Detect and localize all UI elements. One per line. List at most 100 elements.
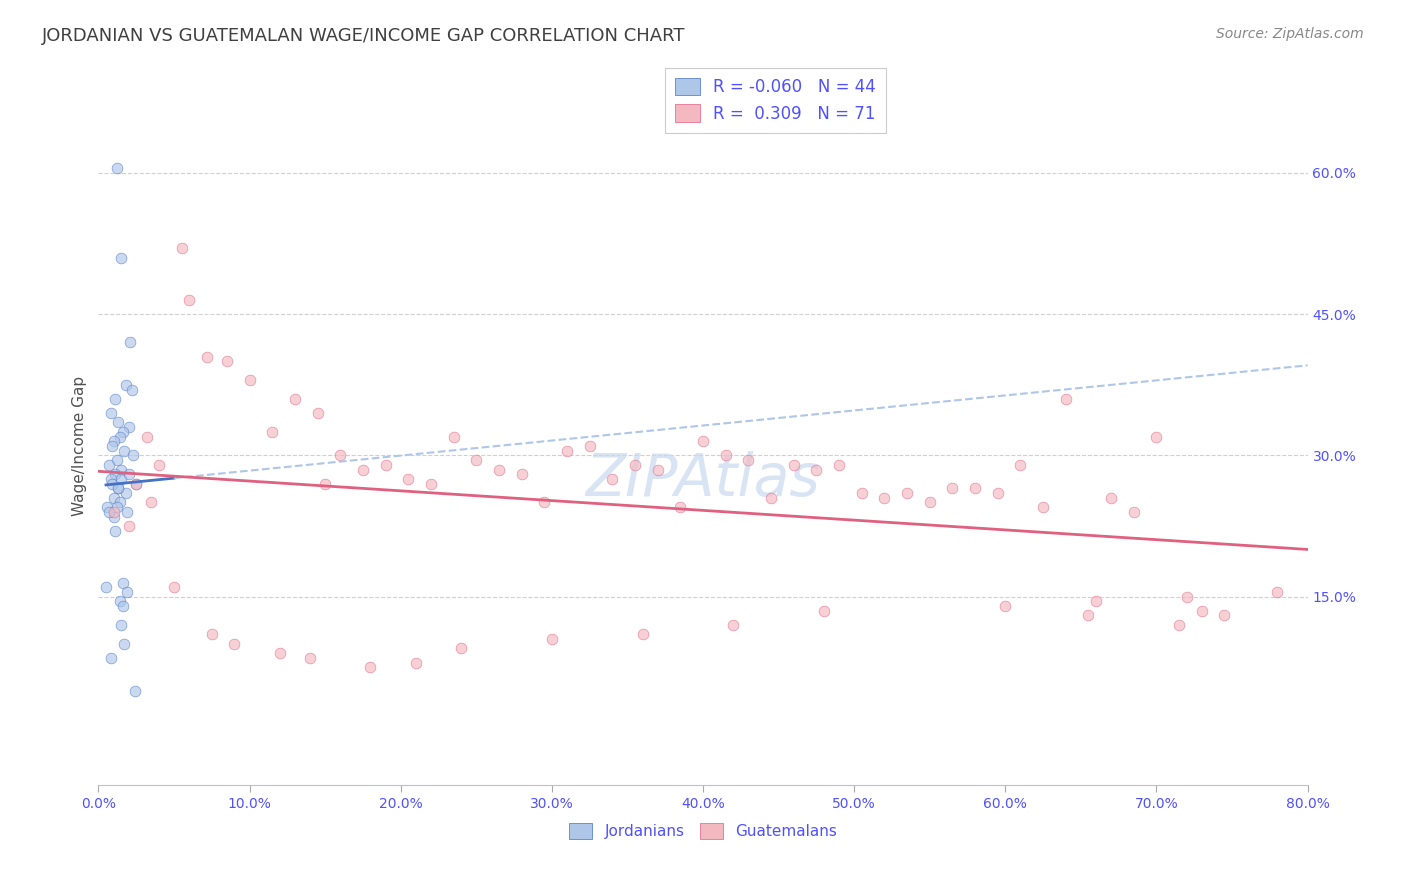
Point xyxy=(284,392,307,406)
Point xyxy=(195,350,218,364)
Point xyxy=(602,472,624,486)
Point xyxy=(783,458,806,472)
Point xyxy=(262,425,284,439)
Point xyxy=(100,472,122,486)
Point xyxy=(224,637,246,651)
Point xyxy=(114,486,136,500)
Point xyxy=(98,505,121,519)
Point xyxy=(723,618,745,632)
Point xyxy=(94,580,117,594)
Point xyxy=(813,604,835,618)
Point xyxy=(148,458,170,472)
Point xyxy=(96,500,118,515)
Point xyxy=(737,453,759,467)
Point xyxy=(110,618,132,632)
Point xyxy=(135,429,157,443)
Point xyxy=(352,462,374,476)
Point xyxy=(555,443,578,458)
Point xyxy=(647,462,669,476)
Point xyxy=(1191,604,1213,618)
Point xyxy=(669,500,692,515)
Point xyxy=(107,482,129,496)
Point xyxy=(125,476,148,491)
Point xyxy=(104,392,127,406)
Point xyxy=(120,335,142,350)
Text: JORDANIAN VS GUATEMALAN WAGE/INCOME GAP CORRELATION CHART: JORDANIAN VS GUATEMALAN WAGE/INCOME GAP … xyxy=(42,27,686,45)
Point xyxy=(100,651,122,665)
Point xyxy=(1146,429,1168,443)
Point xyxy=(112,443,135,458)
Point xyxy=(98,458,121,472)
Point xyxy=(1054,392,1077,406)
Point xyxy=(115,505,138,519)
Point xyxy=(1010,458,1032,472)
Point xyxy=(420,476,443,491)
Point xyxy=(103,505,125,519)
Point xyxy=(105,161,128,176)
Point xyxy=(987,486,1010,500)
Point xyxy=(107,482,129,496)
Point xyxy=(110,462,132,476)
Point xyxy=(239,373,262,387)
Text: Source: ZipAtlas.com: Source: ZipAtlas.com xyxy=(1216,27,1364,41)
Point xyxy=(121,383,143,397)
Point xyxy=(107,416,129,430)
Point xyxy=(578,439,600,453)
Point xyxy=(112,637,135,651)
Point xyxy=(269,646,291,660)
Point xyxy=(994,599,1017,613)
Point xyxy=(533,495,555,509)
Point xyxy=(115,585,138,599)
Point xyxy=(1175,590,1198,604)
Point xyxy=(806,462,828,476)
Point xyxy=(170,241,193,255)
Point xyxy=(111,575,134,590)
Point xyxy=(540,632,562,646)
Point xyxy=(111,599,134,613)
Point xyxy=(1168,618,1191,632)
Point xyxy=(510,467,533,482)
Point xyxy=(314,476,336,491)
Y-axis label: Wage/Income Gap: Wage/Income Gap xyxy=(72,376,87,516)
Point xyxy=(103,434,125,449)
Point xyxy=(329,449,352,463)
Point xyxy=(103,491,125,505)
Point xyxy=(759,491,782,505)
Point xyxy=(104,524,127,538)
Point xyxy=(104,467,127,482)
Legend: Jordanians, Guatemalans: Jordanians, Guatemalans xyxy=(564,817,842,845)
Point xyxy=(1085,594,1108,608)
Point xyxy=(1077,608,1099,623)
Point xyxy=(114,377,136,392)
Point xyxy=(179,293,201,307)
Point xyxy=(111,425,134,439)
Point xyxy=(828,458,851,472)
Point xyxy=(896,486,918,500)
Point xyxy=(118,519,141,533)
Point xyxy=(108,594,131,608)
Point xyxy=(488,462,510,476)
Point xyxy=(118,467,141,482)
Point xyxy=(215,354,238,368)
Point xyxy=(443,429,465,443)
Point xyxy=(299,651,322,665)
Point xyxy=(1267,585,1289,599)
Point xyxy=(1122,505,1144,519)
Point xyxy=(1032,500,1054,515)
Point xyxy=(163,580,186,594)
Point xyxy=(108,495,131,509)
Point xyxy=(624,458,647,472)
Point xyxy=(118,420,141,434)
Point xyxy=(105,500,128,515)
Point xyxy=(396,472,419,486)
Point xyxy=(851,486,873,500)
Point xyxy=(101,439,124,453)
Point xyxy=(450,641,472,656)
Point xyxy=(108,429,131,443)
Point xyxy=(105,453,128,467)
Point xyxy=(374,458,396,472)
Text: ZIPAtlas: ZIPAtlas xyxy=(586,451,820,508)
Point xyxy=(110,251,132,265)
Point xyxy=(360,660,382,674)
Point xyxy=(100,406,122,420)
